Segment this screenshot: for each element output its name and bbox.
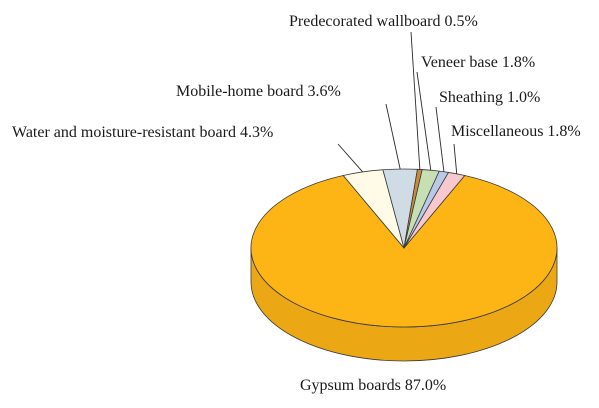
leader-line-3 bbox=[410, 31, 421, 170]
pie-slice-gypsum-boards bbox=[250, 175, 558, 328]
leader-line-4 bbox=[416, 71, 432, 171]
pie-tops bbox=[250, 168, 558, 328]
leader-line-2 bbox=[385, 103, 401, 170]
label-miscellaneous: Miscellaneous 1.8% bbox=[451, 123, 581, 140]
label-mobile-home-board: Mobile-home board 3.6% bbox=[176, 83, 341, 100]
leader-line-5 bbox=[435, 106, 445, 172]
leader-lines bbox=[337, 31, 458, 174]
label-predecorated-wallboard: Predecorated wallboard 0.5% bbox=[289, 13, 478, 30]
label-veneer-base: Veneer base 1.8% bbox=[421, 54, 535, 71]
leader-line-6 bbox=[453, 143, 458, 174]
leader-line-1 bbox=[337, 143, 364, 173]
label-water-moisture-resistant-board: Water and moisture-resistant board 4.3% bbox=[12, 124, 273, 141]
label-sheathing: Sheathing 1.0% bbox=[439, 89, 540, 106]
label-gypsum-boards: Gypsum boards 87.0% bbox=[300, 377, 446, 394]
